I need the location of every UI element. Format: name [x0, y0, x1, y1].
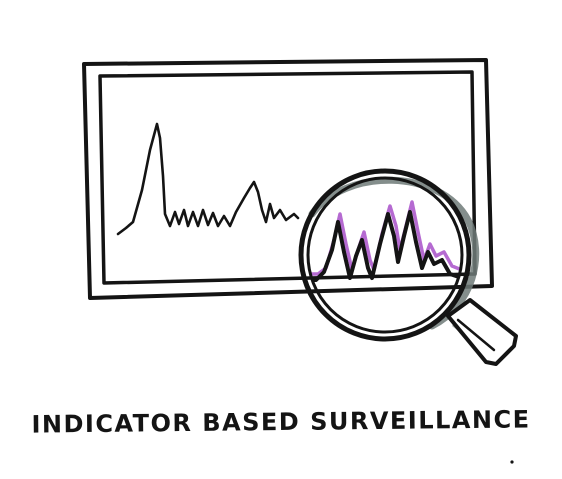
- magnifying-glass-icon: [298, 168, 518, 366]
- signal-waveform-icon: [116, 122, 300, 236]
- stray-dot: [510, 460, 514, 464]
- illustration-caption: INDICATOR BASED SURVEILLANCE: [31, 405, 531, 439]
